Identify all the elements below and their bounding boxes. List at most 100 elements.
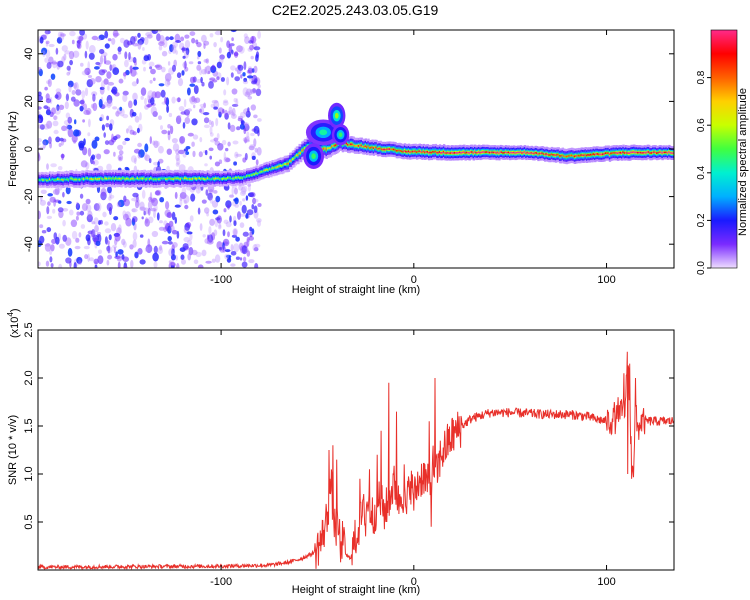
ridge-cell (629, 152, 632, 154)
noise-speck (122, 114, 129, 119)
colorbar-tick-label: 0.0 (696, 261, 707, 275)
colorbar-frame (710, 29, 738, 269)
ridge-cell (43, 179, 46, 181)
noise-speck (71, 230, 78, 240)
noise-speck (167, 212, 172, 219)
ridge-cell (514, 152, 517, 154)
ridge-cell (171, 178, 175, 180)
ridge-cell (509, 152, 512, 154)
ridge-cell (332, 144, 335, 147)
noise-speck (86, 214, 93, 223)
noise-speck (206, 239, 214, 245)
noise-speck (38, 68, 43, 77)
noise-speck (122, 256, 129, 263)
noise-speck (117, 199, 125, 208)
noise-speck (52, 208, 56, 214)
noise-speck (147, 207, 151, 216)
noise-speck (199, 67, 203, 76)
noise-speck (197, 61, 202, 65)
ridge-cell (125, 177, 129, 180)
noise-speck (113, 32, 120, 37)
noise-speck (62, 138, 67, 143)
noise-speck (170, 125, 174, 135)
ridge-cell (250, 174, 253, 176)
noise-speck (158, 45, 163, 51)
noise-speck (149, 136, 152, 145)
noise-speck (84, 254, 89, 260)
noise-speck (166, 148, 172, 155)
ridge-cell (670, 152, 674, 154)
noise-speck (93, 217, 99, 226)
noise-speck (124, 59, 129, 68)
noise-speck (183, 200, 187, 204)
ridge-cell (245, 175, 249, 177)
ridge-cell (59, 178, 63, 181)
noise-speck (253, 138, 257, 147)
ridge-cell (608, 153, 612, 156)
noise-speck (249, 88, 257, 94)
noise-speck (49, 249, 53, 256)
noise-speck (71, 39, 75, 45)
noise-speck (184, 204, 189, 210)
ridge-cell (518, 151, 521, 154)
noise-speck (132, 92, 138, 101)
ridge-cell (351, 143, 354, 146)
ridge-cell (452, 152, 455, 154)
ridge-cell (111, 178, 114, 180)
noise-speck (96, 202, 102, 212)
noise-speck (151, 230, 159, 238)
noise-speck (123, 39, 130, 48)
ridge-cell (650, 152, 653, 154)
noise-speck (204, 150, 208, 156)
noise-speck (249, 144, 256, 149)
ridge-cell (468, 152, 471, 154)
snr-scale-close: ) (9, 308, 21, 312)
noise-speck (99, 86, 105, 90)
ridge-cell (666, 152, 670, 154)
ridge-cell (100, 177, 103, 180)
noise-speck (225, 147, 229, 152)
noise-speck (244, 137, 248, 144)
ridge-cell (375, 146, 378, 149)
noise-speck (54, 94, 59, 99)
noise-speck (75, 237, 80, 243)
noise-speck (113, 151, 116, 157)
noise-speck (252, 197, 257, 205)
noise-speck (224, 254, 230, 260)
noise-speck (148, 196, 153, 202)
ridge-cell (160, 177, 164, 180)
noise-speck (38, 118, 41, 123)
ridge-cell (235, 176, 238, 179)
noise-speck (181, 187, 187, 196)
noise-speck (108, 99, 113, 107)
noise-speck (191, 95, 196, 103)
ridge-cell (457, 151, 461, 154)
noise-speck (91, 154, 96, 160)
noise-speck (252, 88, 256, 93)
noise-speck (58, 243, 65, 249)
noise-speck (155, 140, 160, 147)
noise-speck (199, 223, 203, 231)
ridge-cell (388, 148, 392, 150)
ridge-cell (262, 170, 265, 173)
noise-speck (94, 66, 100, 70)
noise-speck (70, 219, 78, 228)
noise-speck (45, 260, 50, 267)
noise-speck (135, 200, 140, 209)
noise-speck (152, 77, 156, 82)
ridge-cell (526, 151, 529, 154)
ridge-cell (51, 178, 54, 181)
ridge-cell (187, 177, 191, 180)
noise-speck (106, 71, 112, 79)
noise-speck (136, 127, 140, 134)
noise-speck (54, 199, 61, 203)
noise-speck (218, 159, 223, 164)
ridge-cell (471, 151, 474, 153)
noise-speck (116, 254, 123, 262)
noise-speck (251, 228, 255, 235)
noise-speck (234, 197, 239, 205)
colorbar-label: Normalized spectral amplitude (737, 88, 749, 236)
noise-speck (52, 189, 60, 195)
noise-speck (200, 106, 205, 115)
ridge-cell (38, 179, 41, 181)
